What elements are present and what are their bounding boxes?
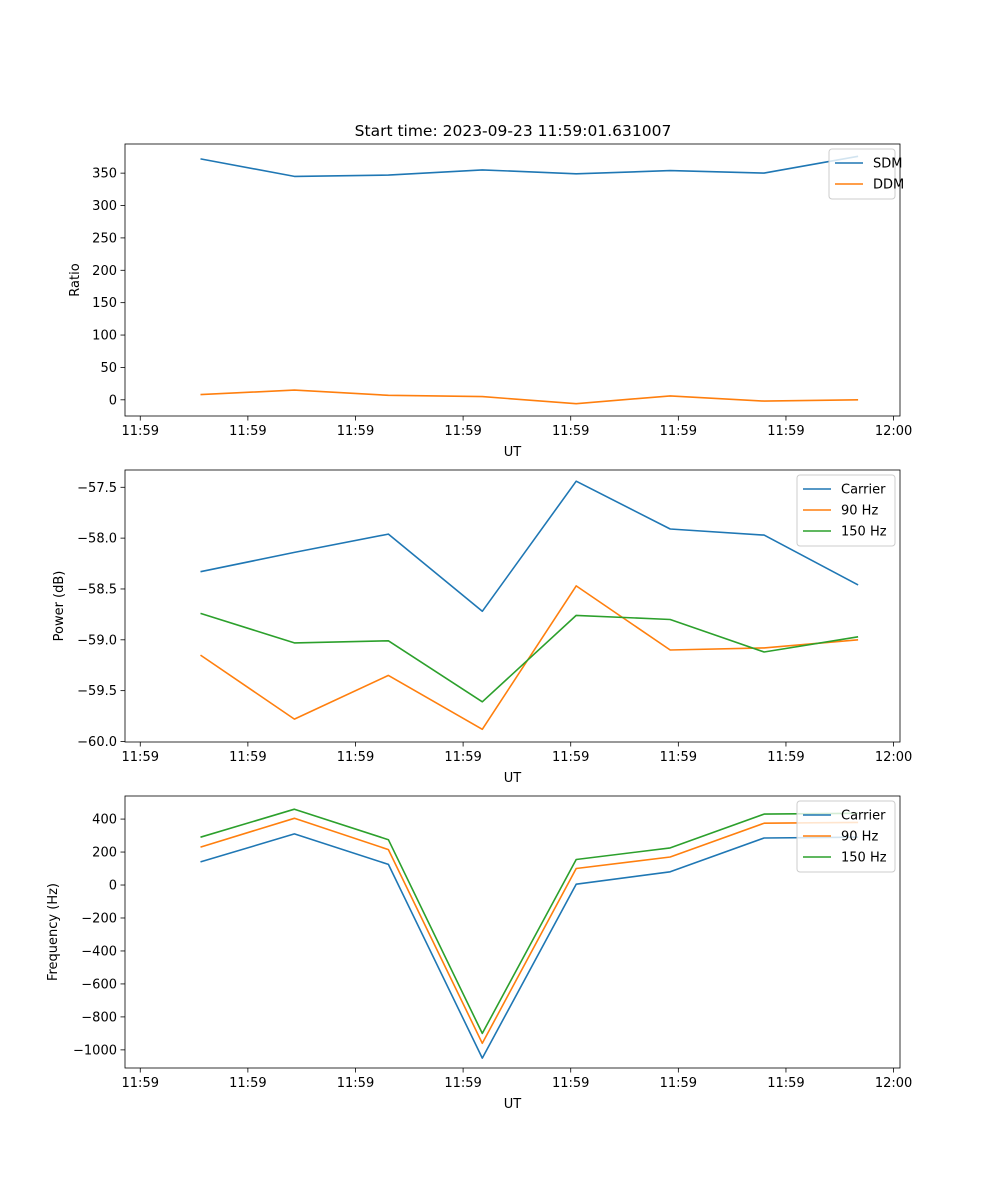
- y-tick-label: 200: [92, 264, 117, 279]
- series-line-90-hz: [200, 817, 859, 1045]
- y-tick-label: −57.5: [77, 481, 117, 496]
- legend-label: SDM: [873, 157, 902, 172]
- legend: SDM DDM: [828, 148, 904, 200]
- chart-panel-1: 11:59 11:59 11:59 11:59 11:59 11:59 11:59 12:00…: [68, 143, 912, 460]
- y-tick-label: −59.0: [77, 633, 117, 648]
- x-tick-label: 12:00: [875, 750, 912, 765]
- x-tick-label: 11:59: [552, 1076, 589, 1091]
- y-tick-label: −400: [81, 944, 117, 959]
- series-line-carrier: [200, 480, 859, 613]
- legend-box: [796, 474, 896, 547]
- legend-label: 150 Hz: [841, 851, 887, 866]
- chart-panel-3: 11:59 11:59 11:59 11:59 11:59 11:59 11:59 12:00…: [46, 795, 912, 1112]
- y-tick-label: 100: [92, 329, 117, 344]
- x-tick-label: 11:59: [337, 1076, 374, 1091]
- x-tick-label: 11:59: [229, 1076, 266, 1091]
- series-line-150-hz: [200, 612, 859, 703]
- series-line-carrier: [200, 833, 859, 1059]
- y-tick-label: 0: [109, 393, 117, 408]
- x-tick-label: 11:59: [552, 750, 589, 765]
- y-tick-label: 150: [92, 296, 117, 311]
- x-tick-label: 11:59: [229, 750, 266, 765]
- y-tick-label: −1000: [73, 1043, 117, 1058]
- panels: 11:59 11:59 11:59 11:59 11:59 11:59 11:59 12:00…: [46, 143, 912, 1112]
- series-line-150-hz: [200, 808, 859, 1035]
- legend-label: Carrier: [841, 809, 886, 824]
- axes-frame: [124, 469, 901, 743]
- y-tick-label: 0: [109, 879, 117, 894]
- x-tick-label: 11:59: [337, 750, 374, 765]
- x-tick-label: 11:59: [122, 1076, 159, 1091]
- y-tick-label: −600: [81, 977, 117, 992]
- x-tick-label: 11:59: [767, 424, 804, 439]
- x-axis-label: UT: [504, 1097, 522, 1112]
- y-tick-label: 400: [92, 813, 117, 828]
- y-tick-label: −800: [81, 1010, 117, 1025]
- y-tick-label: 200: [92, 846, 117, 861]
- x-axis-label: UT: [504, 771, 522, 786]
- y-tick-label: −58.0: [77, 532, 117, 547]
- y-tick-label: −58.5: [77, 582, 117, 597]
- x-tick-label: 11:59: [122, 750, 159, 765]
- legend-box: [828, 148, 896, 200]
- x-tick-label: 11:59: [122, 424, 159, 439]
- x-tick-label: 12:00: [875, 1076, 912, 1091]
- chart-panel-2: 11:59 11:59 11:59 11:59 11:59 11:59 11:59 12:00…: [52, 469, 912, 786]
- y-tick-label: −60.0: [77, 735, 117, 750]
- legend-label: DDM: [873, 178, 904, 193]
- x-tick-label: 11:59: [337, 424, 374, 439]
- legend-label: 90 Hz: [841, 504, 878, 519]
- axes-frame: [124, 795, 901, 1069]
- y-tick-label: 350: [92, 167, 117, 182]
- legend: Carrier 90 Hz 150 Hz: [796, 474, 896, 547]
- x-tick-label: 11:59: [660, 1076, 697, 1091]
- x-tick-label: 11:59: [229, 424, 266, 439]
- x-tick-label: 11:59: [552, 424, 589, 439]
- legend-label: Carrier: [841, 483, 886, 498]
- x-tick-label: 11:59: [660, 424, 697, 439]
- legend: Carrier 90 Hz 150 Hz: [796, 800, 896, 873]
- x-axis-label: UT: [504, 445, 522, 460]
- axes-frame: [124, 143, 901, 417]
- y-axis-label: Ratio: [68, 263, 83, 296]
- legend-box: [796, 800, 896, 873]
- figure-title: Start time: 2023-09-23 11:59:01.631007: [355, 122, 672, 140]
- x-tick-label: 11:59: [444, 424, 481, 439]
- series-line-ddm: [200, 389, 859, 405]
- x-tick-label: 11:59: [767, 1076, 804, 1091]
- legend-label: 150 Hz: [841, 525, 887, 540]
- y-tick-label: −200: [81, 911, 117, 926]
- x-tick-label: 11:59: [444, 1076, 481, 1091]
- x-tick-label: 11:59: [767, 750, 804, 765]
- y-tick-label: 50: [100, 361, 117, 376]
- x-tick-label: 11:59: [444, 750, 481, 765]
- x-tick-label: 11:59: [660, 750, 697, 765]
- y-tick-label: 300: [92, 199, 117, 214]
- y-axis-label: Frequency (Hz): [46, 883, 61, 981]
- y-tick-label: −59.5: [77, 684, 117, 699]
- legend-label: 90 Hz: [841, 830, 878, 845]
- series-line-sdm: [200, 155, 859, 178]
- y-tick-label: 250: [92, 231, 117, 246]
- y-axis-label: Power (dB): [52, 571, 67, 642]
- x-tick-label: 12:00: [875, 424, 912, 439]
